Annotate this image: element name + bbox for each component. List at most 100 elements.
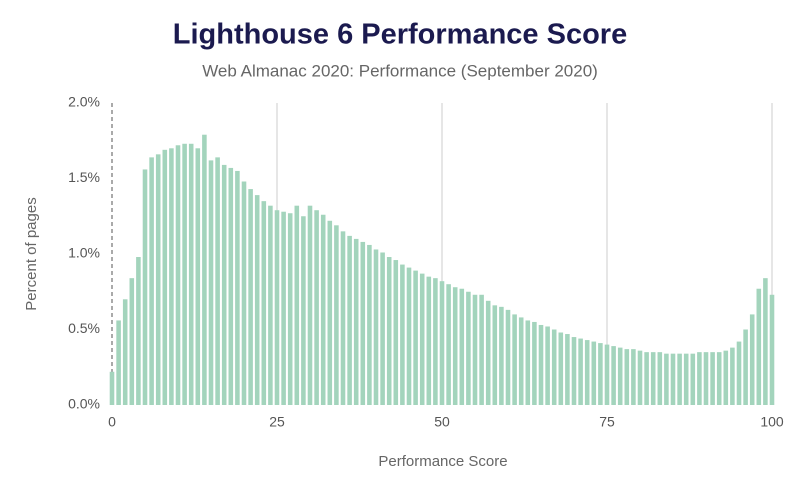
- bar: [650, 352, 656, 405]
- bar: [446, 284, 451, 405]
- bar: [122, 299, 128, 405]
- bar: [373, 249, 379, 405]
- y-tick-label: 0.5%: [68, 320, 100, 336]
- bar: [697, 352, 702, 405]
- bar: [611, 346, 616, 405]
- bar: [182, 143, 187, 405]
- bar: [637, 350, 643, 405]
- x-axis-title: Performance Score: [378, 453, 507, 470]
- bar: [320, 214, 326, 405]
- bar: [743, 329, 748, 405]
- x-tick-label: 0: [108, 414, 116, 430]
- bar: [459, 288, 465, 405]
- bar: [393, 260, 399, 405]
- bar: [162, 149, 168, 405]
- bar: [149, 157, 154, 405]
- bar: [730, 347, 735, 405]
- bar: [419, 273, 425, 405]
- bar: [512, 314, 517, 405]
- bar: [538, 324, 544, 405]
- bar: [558, 332, 564, 405]
- bar: [353, 238, 359, 405]
- bar: [413, 270, 418, 405]
- bar: [551, 329, 557, 405]
- bar: [301, 216, 306, 405]
- bar: [433, 278, 438, 405]
- bar: [327, 220, 333, 405]
- bar: [716, 352, 722, 405]
- bar: [268, 205, 273, 405]
- bar: [380, 252, 385, 405]
- bar: [505, 309, 511, 405]
- bar: [485, 300, 491, 405]
- chart-title: Lighthouse 6 Performance Score: [173, 19, 627, 51]
- bar: [578, 338, 583, 405]
- bar: [287, 213, 293, 405]
- bar: [723, 350, 729, 405]
- bar: [202, 134, 207, 405]
- bar: [763, 278, 768, 405]
- bar: [472, 294, 478, 405]
- bar: [545, 326, 550, 405]
- bar: [241, 181, 247, 405]
- bar: [116, 320, 121, 405]
- bar: [386, 257, 392, 405]
- y-tick-label: 0.0%: [68, 396, 100, 412]
- bar: [109, 371, 115, 405]
- bar: [367, 244, 372, 405]
- bar: [518, 317, 524, 405]
- bar: [631, 349, 636, 405]
- bar: [710, 352, 715, 405]
- bar: [274, 210, 280, 405]
- bar: [136, 257, 141, 405]
- y-axis-title: Percent of pages: [23, 197, 40, 310]
- bar: [334, 225, 339, 405]
- bar: [129, 278, 135, 405]
- bar: [617, 347, 623, 405]
- x-tick-label: 25: [269, 414, 285, 430]
- bar: [683, 353, 689, 405]
- bar: [598, 343, 603, 405]
- bar: [690, 353, 696, 405]
- bar: [466, 291, 471, 405]
- bar: [360, 241, 366, 405]
- bar: [208, 160, 214, 405]
- bar: [571, 337, 577, 405]
- bar: [307, 205, 313, 405]
- bar: [452, 287, 458, 405]
- bar: [294, 205, 300, 405]
- chart-subtitle: Web Almanac 2020: Performance (September…: [202, 61, 598, 80]
- bar: [756, 288, 762, 405]
- bar: [175, 145, 181, 405]
- bar: [664, 353, 669, 405]
- bar: [479, 294, 484, 405]
- bar: [749, 314, 755, 405]
- bar: [591, 341, 597, 405]
- bar: [769, 294, 775, 405]
- bar: [426, 276, 432, 405]
- y-tick-label: 1.0%: [68, 245, 100, 261]
- bar: [195, 148, 201, 406]
- bar: [703, 352, 709, 405]
- bar: [248, 189, 253, 405]
- bar: [281, 211, 286, 405]
- bar: [406, 267, 412, 405]
- bar: [532, 321, 537, 405]
- bar: [235, 170, 240, 405]
- bar: [624, 349, 630, 405]
- bar: [215, 157, 220, 405]
- bar: [604, 344, 610, 405]
- bar: [221, 164, 227, 405]
- bar: [261, 201, 267, 405]
- bar: [492, 305, 498, 405]
- bar: [142, 169, 148, 405]
- bar: [314, 210, 319, 405]
- bar: [155, 154, 161, 405]
- bar: [565, 334, 570, 405]
- bar: [670, 353, 676, 405]
- bar: [499, 306, 504, 405]
- bar: [677, 353, 682, 405]
- bar: [400, 264, 405, 405]
